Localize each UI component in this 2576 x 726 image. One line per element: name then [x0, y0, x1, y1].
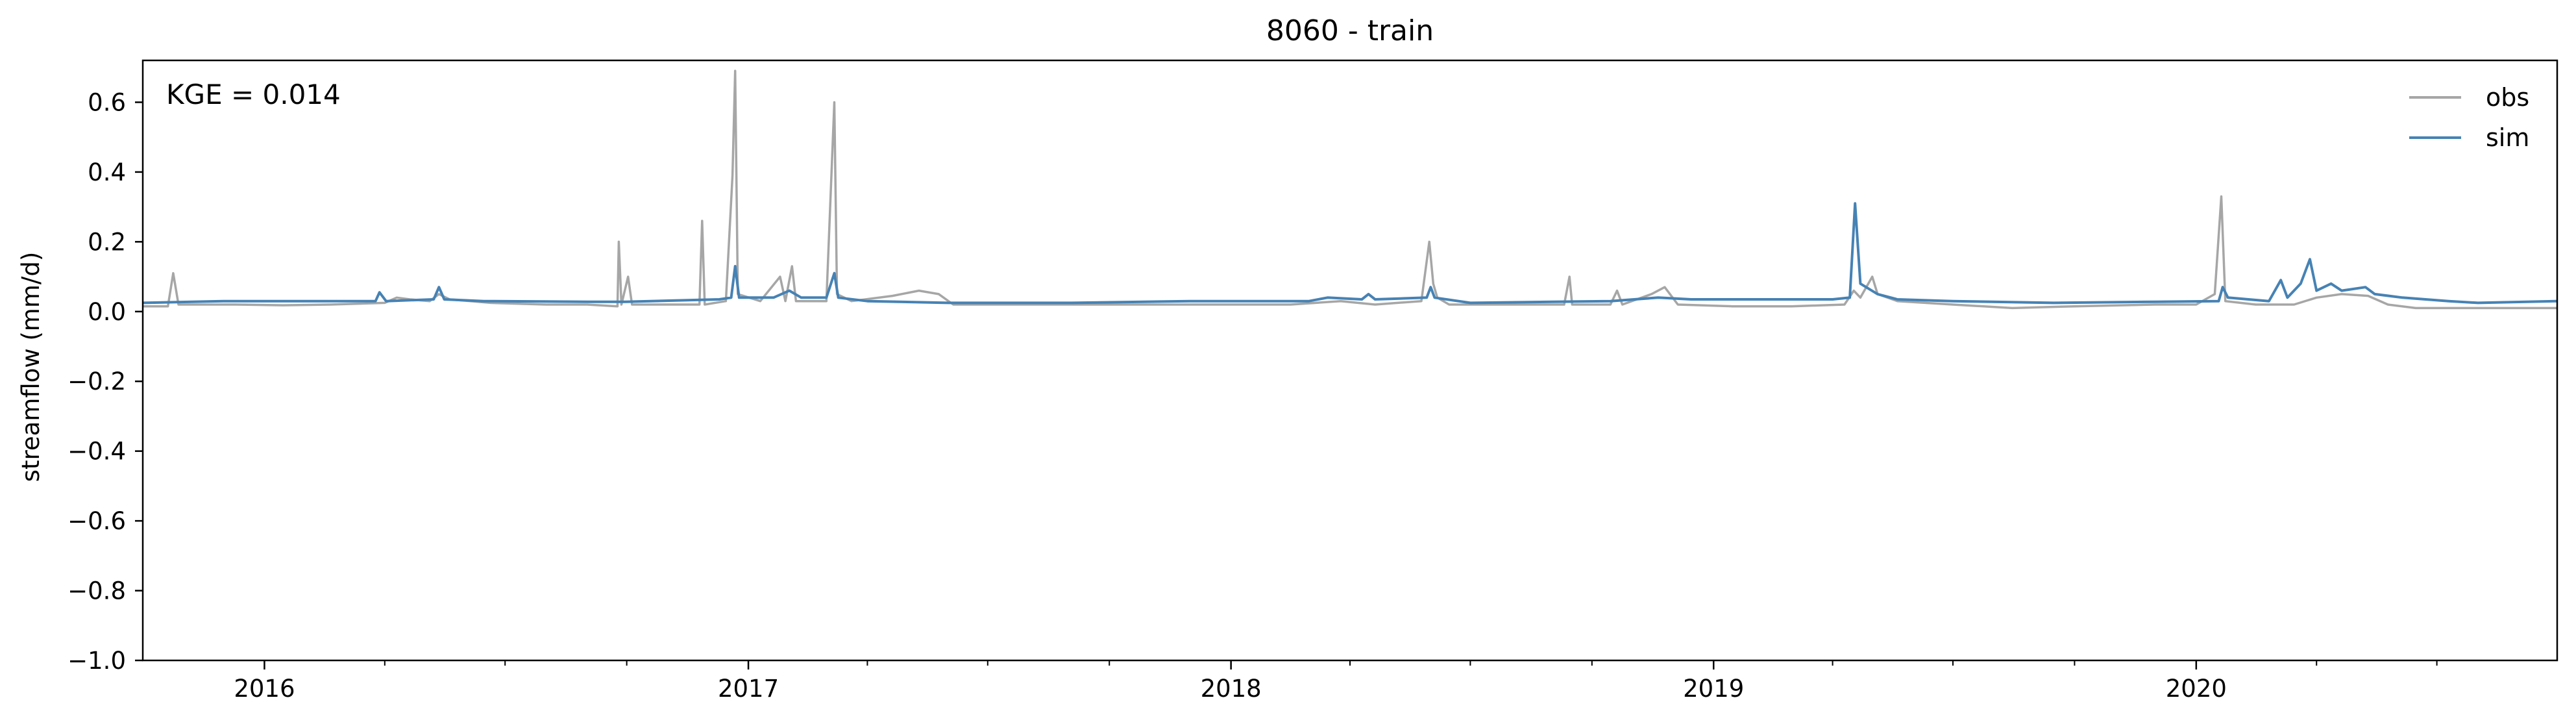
kge-annotation: KGE = 0.014	[166, 79, 341, 110]
x-tick-label: 2017	[718, 675, 779, 703]
legend: obs sim	[2409, 83, 2529, 152]
series-line-obs	[143, 69, 2557, 310]
x-axis-ticks: 2016 2017 2018 2019 2020	[234, 660, 2438, 703]
y-tick-label: −0.6	[67, 507, 126, 535]
y-axis-ticks: −1.0 −0.8 −0.6 −0.4 −0.2 0.0 0.2 0.4 0.6	[67, 88, 143, 675]
legend-sim-label: sim	[2486, 123, 2529, 152]
y-tick-label: 0.0	[88, 298, 126, 326]
y-tick-label: −0.8	[67, 577, 126, 605]
y-tick-label: −0.4	[67, 438, 126, 466]
x-tick-label: 2016	[234, 675, 295, 703]
y-tick-label: 0.6	[88, 88, 126, 116]
x-tick-label: 2020	[2166, 675, 2227, 703]
legend-obs-label: obs	[2486, 83, 2529, 112]
series-line-sim	[143, 202, 2557, 305]
y-tick-label: 0.2	[88, 228, 126, 256]
y-tick-label: −1.0	[67, 647, 126, 675]
chart-title: 8060 - train	[1266, 14, 1434, 47]
y-axis-label: streamflow (mm/d)	[17, 252, 45, 482]
y-tick-label: −0.2	[67, 368, 126, 395]
x-tick-label: 2019	[1683, 675, 1744, 703]
series-layer	[143, 69, 2557, 310]
y-tick-label: 0.4	[88, 158, 126, 186]
x-tick-label: 2018	[1201, 675, 1262, 703]
